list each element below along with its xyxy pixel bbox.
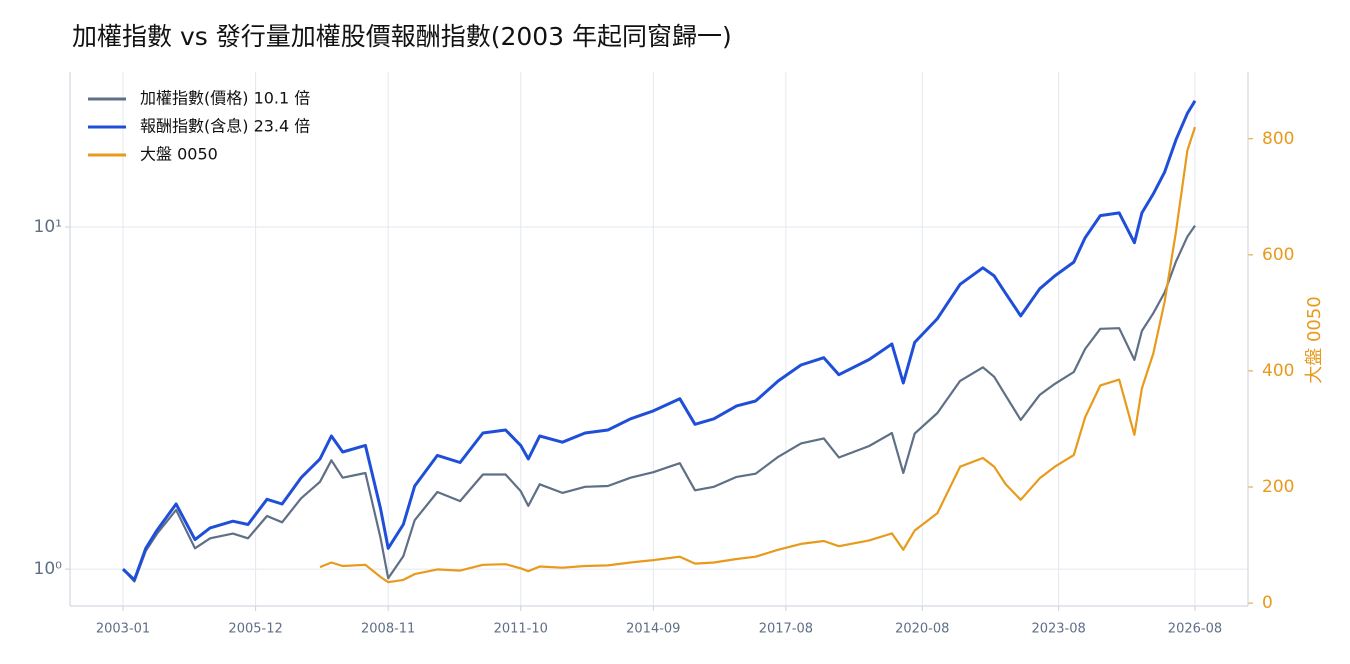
x-tick-label: 2020-08 bbox=[895, 622, 949, 637]
series-line bbox=[319, 126, 1197, 584]
x-tick-label: 2011-10 bbox=[494, 622, 548, 637]
y2-axis-label: 大盤 0050 bbox=[1304, 296, 1325, 384]
y-tick-label: 10¹ bbox=[34, 217, 62, 237]
y2-tick-label: 600 bbox=[1262, 245, 1294, 265]
x-tick-label: 2026-08 bbox=[1168, 622, 1222, 637]
y2-tick-label: 400 bbox=[1262, 361, 1294, 381]
y2-tick-label: 0 bbox=[1262, 593, 1273, 613]
x-tick-label: 2014-09 bbox=[626, 622, 680, 637]
x-tick-label: 2023-08 bbox=[1031, 622, 1085, 637]
series-line bbox=[122, 224, 1196, 583]
legend-label: 報酬指數(含息) 23.4 倍 bbox=[140, 117, 310, 136]
x-tick-label: 2008-11 bbox=[361, 622, 415, 637]
y2-tick-label: 800 bbox=[1262, 129, 1294, 149]
x-tick-label: 2005-12 bbox=[228, 622, 282, 637]
chart-title: 加權指數 vs 發行量加權股價報酬指數(2003 年起同窗歸一) bbox=[72, 22, 732, 51]
legend-label: 大盤 0050 bbox=[140, 145, 218, 164]
series-line bbox=[121, 100, 1197, 582]
x-tick-label: 2017-08 bbox=[759, 622, 813, 637]
y-tick-label: 10⁰ bbox=[34, 559, 63, 579]
y2-tick-label: 200 bbox=[1262, 477, 1294, 497]
x-tick-label: 2003-01 bbox=[96, 622, 150, 637]
legend-label: 加權指數(價格) 10.1 倍 bbox=[140, 89, 310, 108]
